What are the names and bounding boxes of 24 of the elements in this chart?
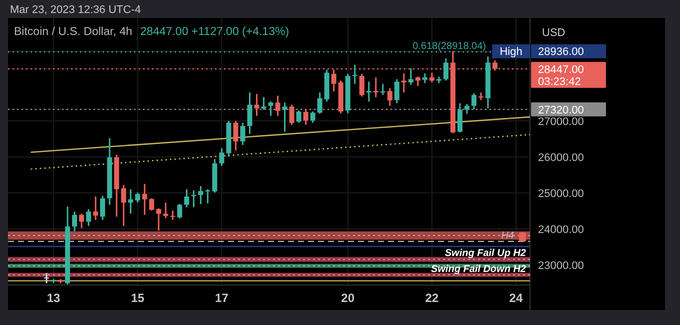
x-tick-label: 15 (130, 291, 145, 305)
y-tick-label: 25000.00 (538, 188, 584, 200)
y-tick-label: 28936.00 (538, 46, 584, 58)
x-tick-label: 22 (425, 291, 439, 305)
text: 28447.00 +1127.00 (+4.13%) (140, 26, 290, 38)
y-axis-title: USD (542, 27, 566, 39)
band-label: Swing Fail Up H2 (444, 248, 526, 259)
y-tick-label: 27000.00 (538, 116, 584, 128)
band-label: Swing Fail Down H2 (430, 264, 526, 275)
y-tick-label: 27320.00 (538, 104, 584, 116)
y-tick-label: 23000.00 (538, 260, 584, 272)
text: Mar 23, 2023 12:36 UTC-4 (10, 4, 141, 16)
x-tick-label: 13 (46, 291, 61, 305)
ref-line-label: 0.618(28918.04) (412, 40, 486, 52)
y-tick-label: 26000.00 (538, 152, 584, 164)
ref-line-label: H4 (501, 230, 514, 242)
x-tick-label: 17 (215, 291, 229, 305)
text: 03:23:42 (538, 76, 581, 88)
annotation: High (500, 46, 522, 58)
x-tick-label: 20 (341, 291, 355, 305)
x-tick-label: 24 (509, 291, 523, 305)
y-tick-label: 24000.00 (538, 224, 584, 236)
y-tick-label: 28447.00 (538, 64, 584, 76)
text: Bitcoin / U.S. Dollar, 4h (14, 26, 132, 38)
